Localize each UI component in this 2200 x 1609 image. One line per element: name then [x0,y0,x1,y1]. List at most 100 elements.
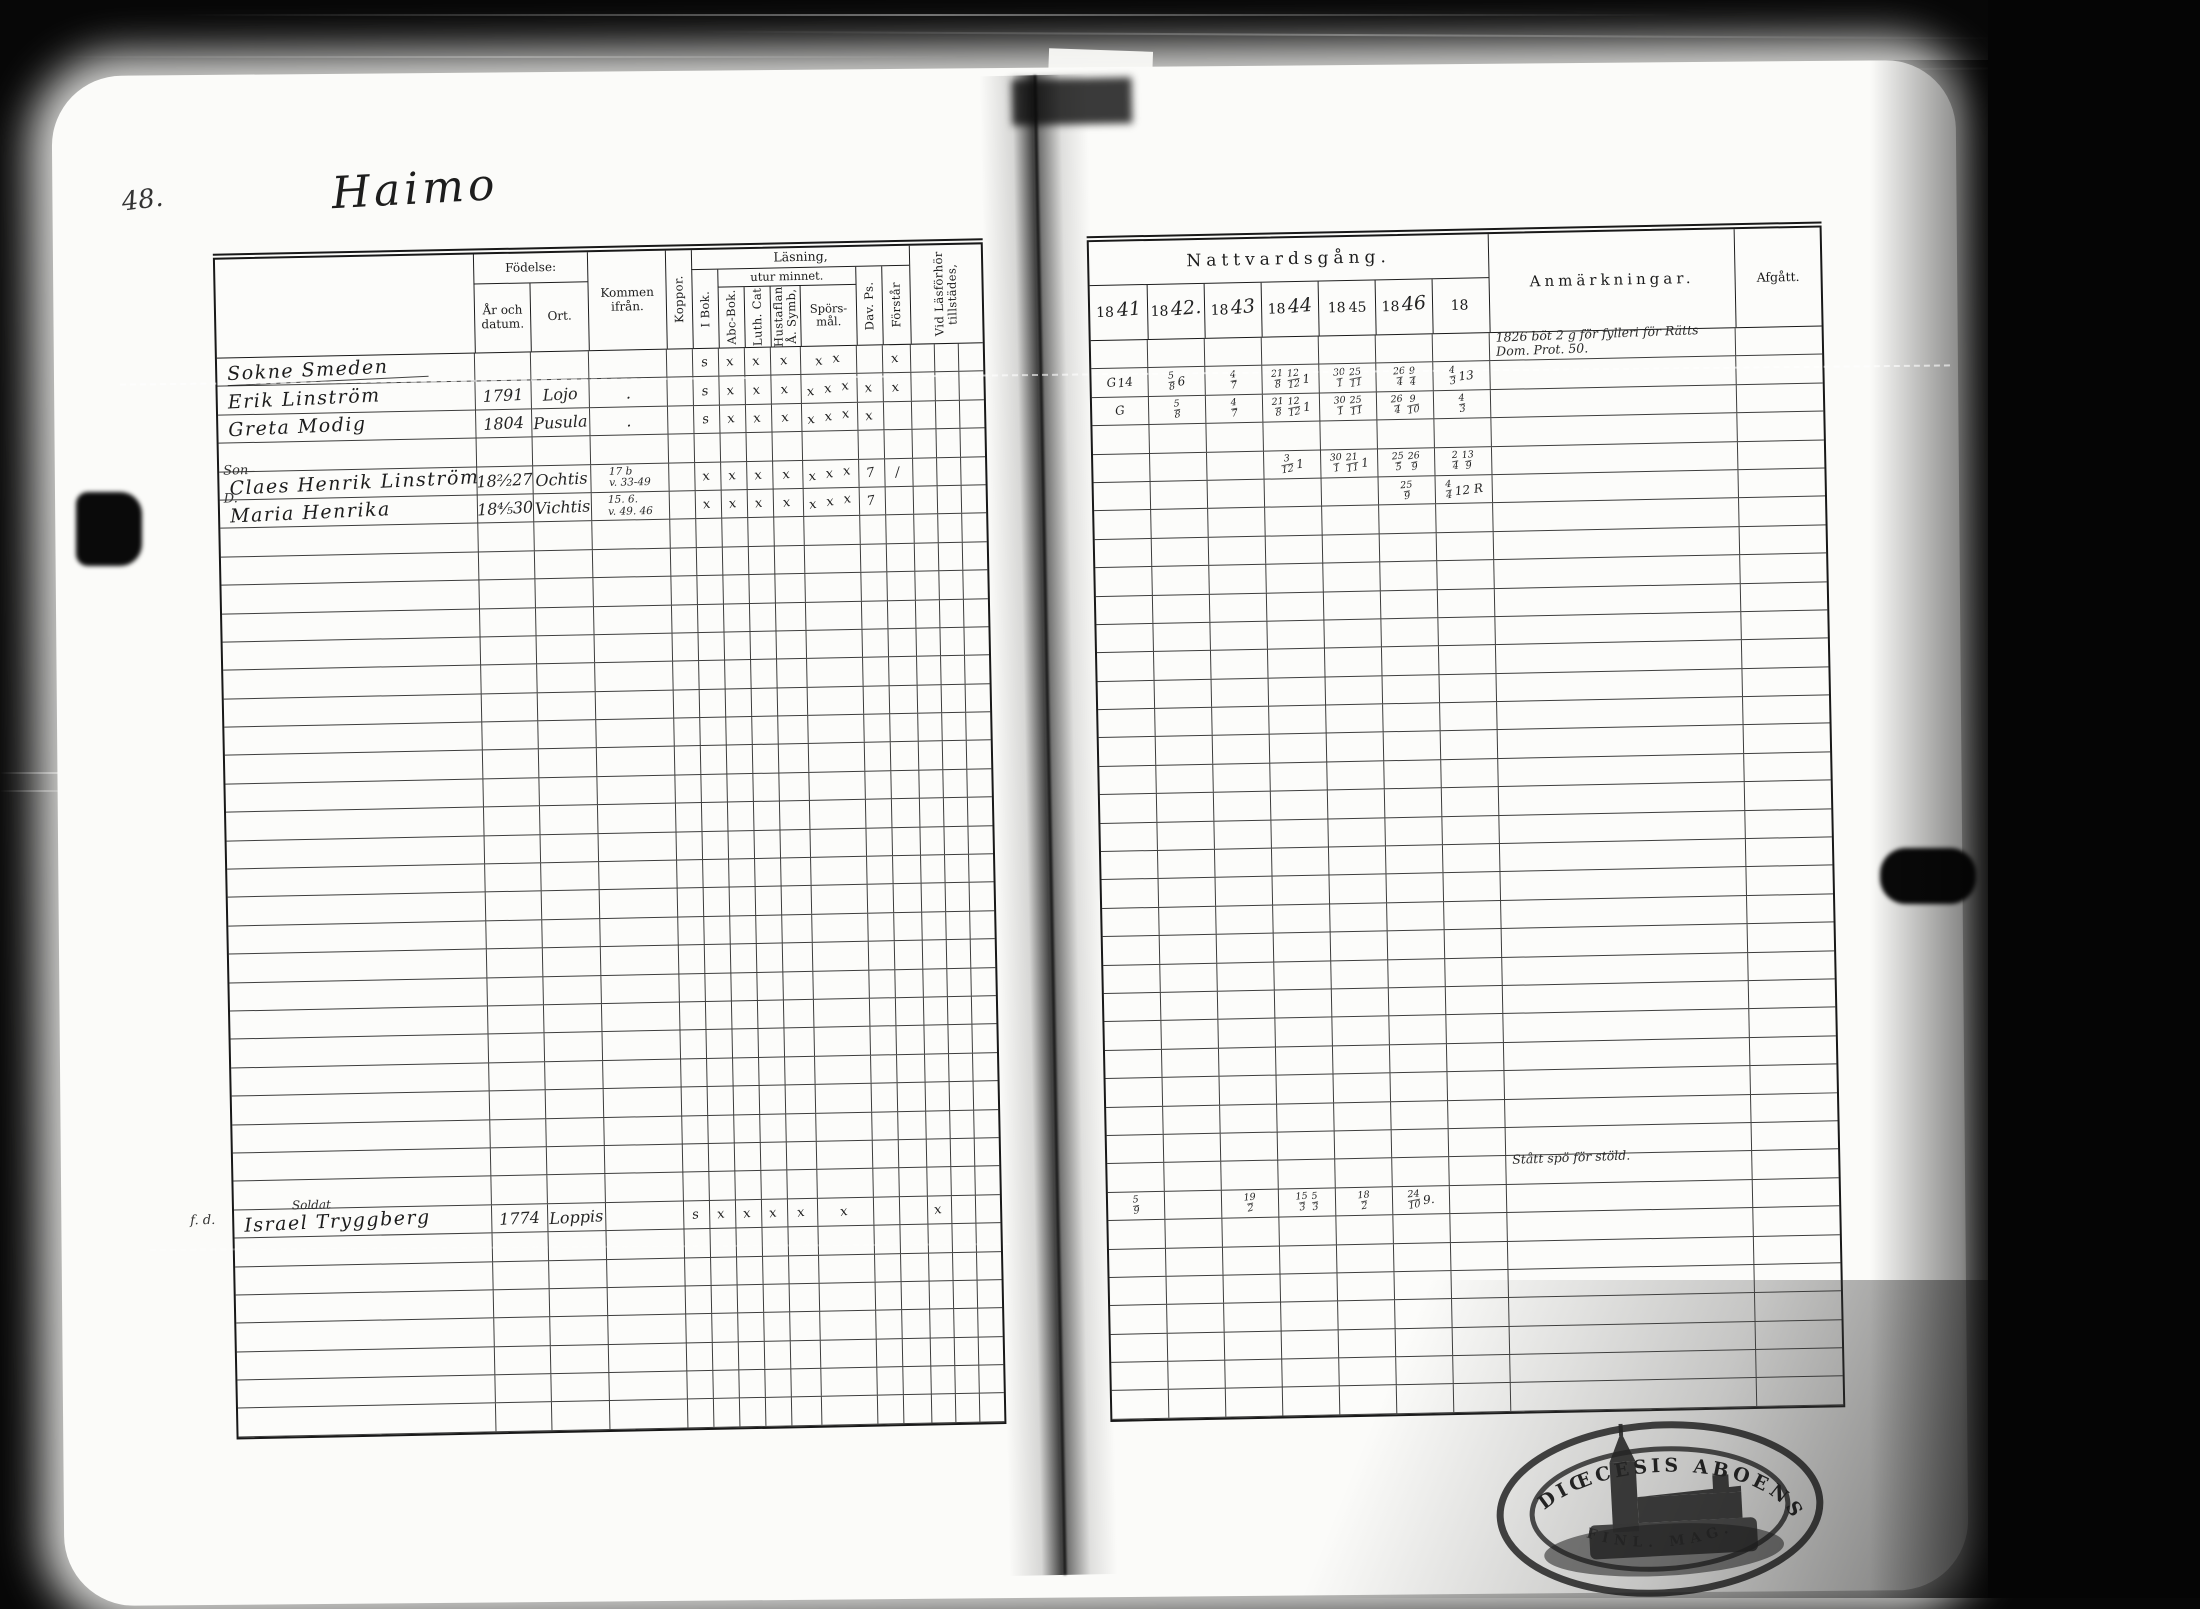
cell-kommen [592,519,671,549]
cell-spors: x x x [803,487,861,517]
cell-y6 [1441,758,1499,788]
cell-anm [1496,668,1743,702]
cell-spors: x x [800,345,858,375]
cell-y6 [1442,815,1500,845]
cell-birth [481,692,539,722]
cell-name [226,807,485,841]
cell-forstar [897,1054,926,1083]
cell-y3 [1266,592,1325,621]
cell-luth [755,858,782,887]
cell-spors [816,1112,873,1141]
cell-ort [534,549,594,579]
cell-y2: 19 2 [1221,1189,1280,1218]
cell-vid [925,1082,951,1111]
luther-catechism-label: Luth. Cat [749,287,765,347]
cell-afg [1753,1178,1840,1207]
cell-spors [804,544,862,574]
reading-mark: x [863,379,877,396]
cell-afg [1740,554,1827,583]
cell-y5 [1388,987,1447,1016]
cell-dav [872,1111,899,1140]
abc-book-label: Abc-Bok. [723,289,739,346]
cell-hust [786,1113,817,1142]
house-table-label: Hustaflan Å. Symb, [770,285,800,347]
cell-forstar [886,515,915,544]
cell-y1 [1161,1048,1220,1078]
cell-kommen: 17 b v. 33-49 [591,463,670,493]
communion-date-fraction: 30 1 [1333,395,1347,418]
cell-anm [1509,1321,1757,1354]
row-prefix: D. [223,491,238,507]
cell-name [234,1233,494,1266]
birth-year-header: År och datum. [473,283,531,353]
cell-y1 [1168,1360,1226,1390]
year-suffix: 46 [1401,291,1428,316]
cell-name [218,438,478,472]
cell-luth [759,1085,787,1114]
cell-abc [733,1086,761,1114]
cell-koppor [678,945,706,974]
cell-y2 [1209,593,1268,622]
cell-koppor [669,462,696,491]
cell-forstar [887,600,917,629]
cell-kommen [595,690,675,720]
cell-hust [781,857,812,886]
cell-spors [812,913,869,943]
in-book-label: I Bok. [697,290,713,328]
cell-y5 [1396,1356,1454,1385]
cell-ibok [701,802,729,831]
cell-vid [918,713,943,742]
reading-mark: x x x [805,377,853,400]
cell-forstar [894,912,923,941]
cell-y6 [1450,1241,1509,1270]
cell-ibok: s [692,348,720,377]
cell-ort [543,1004,603,1033]
cell-hust [791,1368,822,1397]
cell-y2 [1222,1217,1280,1247]
reading-mark: x x x [807,462,855,485]
cell-y2 [1213,791,1272,821]
cell-abc [723,575,750,604]
cell-ort: Lojo [531,379,590,409]
person-name: Greta Modig [227,413,368,442]
cell-abc [738,1313,765,1342]
cell-ibok [706,1029,734,1058]
cell-vid3 [980,1394,1005,1422]
smallpox-header: Koppor. [664,250,693,349]
cell-name: D. Maria Henrika [219,491,479,528]
cell-y4 [1322,534,1381,563]
cell-y5 [1381,646,1440,676]
cell-y6 [1448,1099,1506,1129]
cell-forstar [887,571,916,600]
cell-y1 [1152,594,1211,623]
cell-koppor [670,519,697,548]
cell-y6 [1432,333,1491,362]
communion-mark: 9. [1422,1192,1436,1208]
cell-y6 [1445,985,1504,1015]
cell-ibok [704,916,731,945]
cell-luth [765,1369,792,1398]
cell-ort: Loppis [547,1202,607,1232]
cell-y3 [1271,847,1330,877]
cell-ort [543,975,602,1005]
cell-spors [809,771,866,801]
cell-afg [1743,695,1830,724]
cell-koppor [681,1087,709,1116]
cell-hust: x [773,488,805,517]
cell-vid3 [967,769,992,797]
cell-y1 [1152,565,1210,595]
scratch-line [180,14,1680,16]
cell-anm: 1826 böt 2 g för fylleri för Rätts Dom. P… [1489,322,1737,361]
cell-y1 [1155,707,1213,737]
cell-dav [864,714,891,743]
communion-mark: 1 [1360,455,1370,471]
cell-y3 [1282,1358,1340,1387]
cell-luth [756,943,784,972]
cell-ort [548,1231,608,1260]
cell-name [233,1176,492,1210]
cell-koppor [686,1314,713,1343]
